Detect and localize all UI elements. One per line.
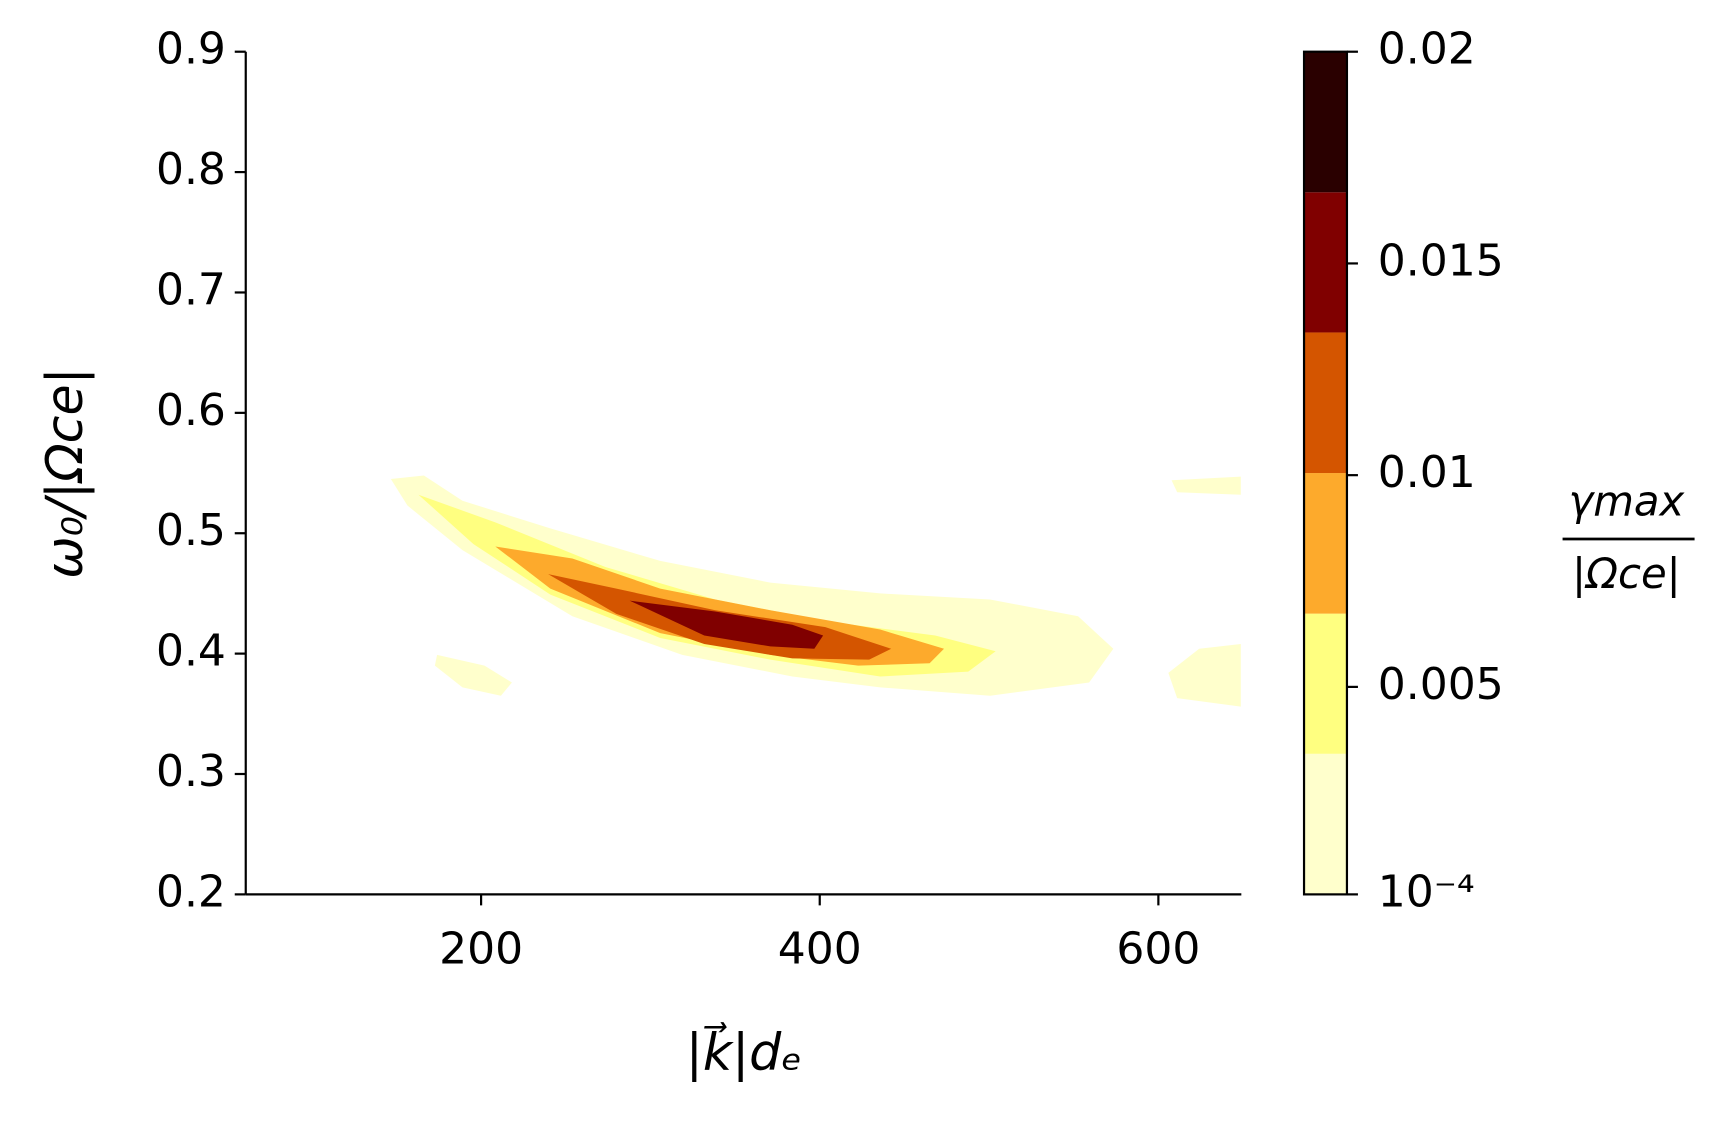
y-tick-label: 0.8 <box>156 144 226 195</box>
y-tick-label: 0.6 <box>156 385 226 436</box>
y-tick-label: 0.5 <box>156 505 226 556</box>
colorbar-label-numerator: γmax <box>1568 476 1685 525</box>
x-tick-label: 600 <box>1116 924 1200 975</box>
colorbar-band <box>1304 613 1347 754</box>
colorbar-tick-label: 10⁻⁴ <box>1378 866 1475 917</box>
colorbar-band <box>1304 753 1347 895</box>
y-tick-label: 0.9 <box>156 24 226 75</box>
colorbar-label-denominator: |Ωce| <box>1572 549 1681 598</box>
contour-region <box>390 475 1114 696</box>
y-tick-label: 0.3 <box>156 746 226 797</box>
colorbar-tick-label: 0.01 <box>1378 447 1476 498</box>
colorbar-tick-label: 0.015 <box>1378 235 1504 286</box>
y-tick-label: 0.7 <box>156 264 226 315</box>
colorbar-band <box>1304 332 1347 474</box>
y-tick-label: 0.2 <box>156 866 226 917</box>
colorbar-band <box>1304 473 1347 614</box>
contour-region <box>434 654 512 696</box>
colorbar-band <box>1304 192 1347 333</box>
contour-region <box>1168 643 1241 707</box>
colorbar-frame <box>1302 50 1349 896</box>
contour-region <box>629 600 824 649</box>
x-axis-label: |k⃗|dₑ <box>686 1021 803 1081</box>
colorbar-tick-label: 0.02 <box>1378 24 1476 75</box>
colorbar-tick-label: 0.005 <box>1378 659 1504 710</box>
y-tick-label: 0.4 <box>156 626 226 677</box>
x-tick-label: 200 <box>439 924 523 975</box>
colorbar-band <box>1304 51 1347 193</box>
x-tick-label: 400 <box>778 924 862 975</box>
contour-region <box>1171 476 1241 495</box>
y-axis-label: ω₀/|Ωce| <box>35 367 94 578</box>
